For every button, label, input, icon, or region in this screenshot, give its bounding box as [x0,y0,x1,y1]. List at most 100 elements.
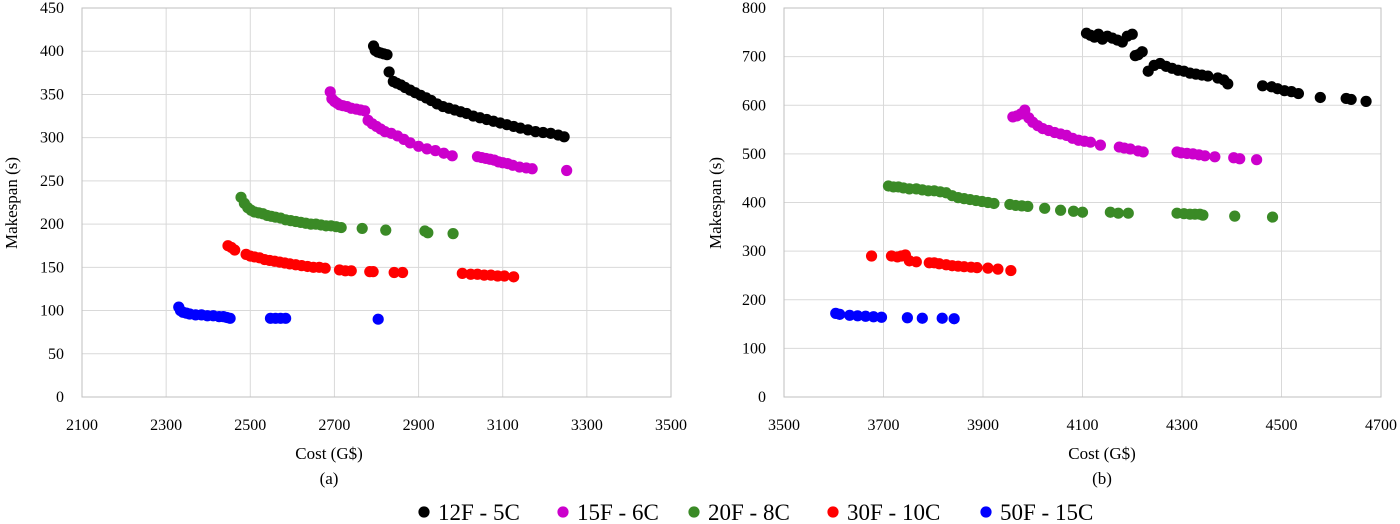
x-tick-label: 3900 [967,417,999,434]
data-point-50f-15c [224,312,236,324]
data-point-20f-8c [380,224,392,236]
plot-frame-a [81,7,672,398]
data-point-30f-10c [319,262,331,274]
x-tick-label: 3300 [571,417,603,434]
y-tick-label: 50 [48,346,64,363]
data-point-20f-8c [1229,210,1241,222]
data-point-12f-5c [381,49,393,61]
data-point-50f-15c [852,310,864,322]
data-point-30f-10c [992,263,1004,275]
x-tick-label: 4300 [1166,417,1198,434]
data-point-12f-5c [1292,87,1305,100]
data-point-20f-8c [1039,202,1051,214]
y-tick-label: 100 [40,303,64,320]
y-tick-label: 800 [742,0,766,17]
data-point-15f-6c [429,145,441,157]
data-point-12f-5c [383,66,395,78]
y-axis-title-b: Makespan (s) [706,157,725,249]
data-point-15f-6c [412,140,425,152]
y-tick-label: 400 [742,195,766,212]
data-point-15f-6c [446,150,458,162]
gridlines-b [784,7,1382,397]
data-point-15f-6c [1251,154,1263,166]
data-point-50f-15c [916,312,928,324]
x-tick-label: 4100 [1067,417,1099,434]
data-points-a [173,40,573,325]
y-tick-label: 600 [742,97,766,114]
data-point-50f-15c [280,312,292,324]
data-point-20f-8c [988,197,1000,210]
data-point-12f-5c [1345,93,1357,106]
y-tick-label: 250 [40,173,64,190]
y-tick-label: 500 [742,146,766,163]
x-tick-label: 2700 [318,417,350,434]
x-tick-label: 3100 [487,417,519,434]
x-axis-title-a: Cost (G$) [295,444,363,463]
data-point-20f-8c [447,228,459,240]
chart-panel-b: 0 100 200 300 400 500 600 700 800 3500 3700 3900 410… [706,0,1397,488]
data-point-30f-10c [971,262,983,274]
data-point-20f-8c [1112,207,1124,219]
x-tick-label: 2100 [66,417,98,434]
data-point-30f-10c [1005,264,1017,277]
data-point-15f-6c [1094,139,1107,151]
data-point-15f-6c [438,147,450,159]
plot-frame-b [783,7,1382,398]
data-point-50f-15c [875,311,888,323]
legend-label-15f-6c: 15F - 6C [577,500,659,524]
data-point-12f-5c [1256,80,1269,92]
x-tick-label: 2300 [150,417,182,434]
data-point-30f-10c [367,266,379,278]
data-point-50f-15c [948,313,960,325]
data-point-12f-5c [1222,78,1234,90]
data-point-15f-6c [561,164,573,177]
chart-panel-a: 0 50 100 150 200 250 300 350 400 450 2100 2300 2500 2… [2,0,687,488]
x-tick-label: 4500 [1266,417,1298,434]
data-point-30f-10c [456,267,468,279]
data-point-20f-8c [1197,209,1209,221]
data-point-12f-5c [558,131,570,143]
y-tick-label: 700 [742,49,766,66]
data-point-30f-10c [508,271,520,283]
legend-label-20f-8c: 20F - 8C [708,500,790,524]
panel-label-b: (b) [1092,469,1112,488]
y-tick-label: 200 [742,292,766,309]
x-tick-label: 3500 [655,417,687,434]
x-axis-title-b: Cost (G$) [1068,444,1136,463]
panel-label-a: (a) [320,469,339,488]
data-point-50f-15c [867,311,880,323]
data-point-15f-6c [1084,136,1097,148]
y-tick-label: 200 [40,216,64,233]
x-tick-label: 2900 [403,417,435,434]
data-point-12f-5c [1202,70,1214,82]
y-tick-label: 350 [40,86,64,103]
data-point-50f-15c [936,312,948,324]
data-point-12f-5c [1360,95,1372,107]
y-tick-label: 0 [56,389,64,406]
data-point-20f-8c [1055,204,1067,216]
data-point-15f-6c [1234,153,1246,165]
legend-label-50f-15c: 50F - 15C [1000,500,1093,524]
x-tick-label: 2500 [234,417,266,434]
data-point-20f-8c [1266,211,1279,223]
y-tick-label: 400 [40,43,64,60]
y-tick-label: 300 [742,243,766,260]
data-point-12f-5c [1136,46,1148,58]
legend-label-12f-5c: 12F - 5C [438,500,520,524]
y-tick-label: 300 [40,130,64,147]
data-point-50f-15c [859,310,872,322]
x-tick-label: 3700 [868,417,900,434]
y-tick-label: 0 [758,389,766,406]
data-point-15f-6c [526,163,538,175]
y-tick-label: 100 [742,340,766,357]
data-point-20f-8c [1076,206,1089,218]
y-axis-title-a: Makespan (s) [2,157,21,249]
legend-label-30f-10c: 30F - 10C [847,500,940,524]
data-point-15f-6c [1209,151,1221,163]
legend-marker-20f-8c [688,506,700,518]
data-points-b [830,27,1372,325]
data-point-20f-8c [335,221,347,234]
data-point-50f-15c [834,308,846,320]
legend: 12F - 5C 15F - 6C 20F - 8C 30F - 10C 50F - 1… [418,500,1093,524]
